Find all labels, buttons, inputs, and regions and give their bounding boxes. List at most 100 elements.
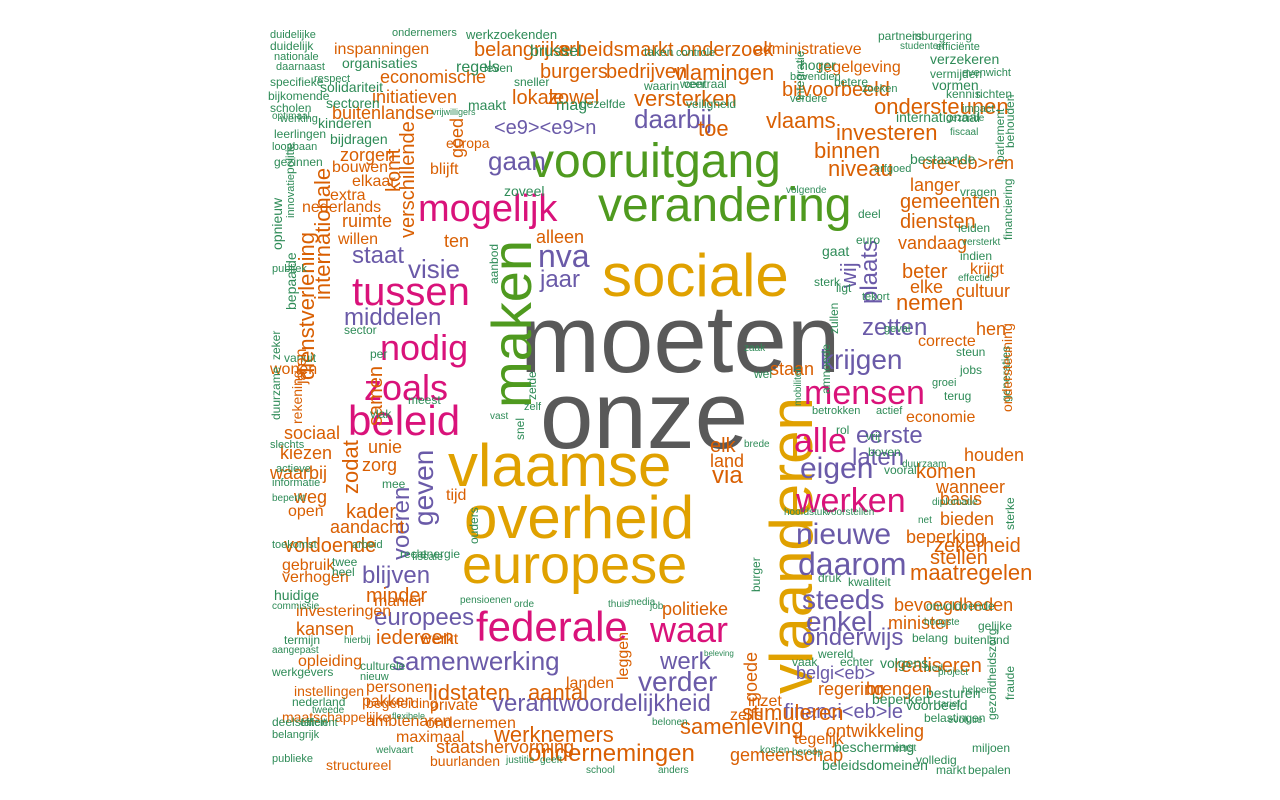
cloud-word: bovendien [790,71,841,83]
cloud-word: bieden [940,509,995,529]
cloud-word: bepaalde [283,252,299,310]
cloud-word: zoals [364,367,449,408]
cloud-word: nederland [292,695,346,709]
cloud-word: werken [796,482,906,520]
cloud-word: komen [916,461,977,483]
cloud-word: opleiding [298,653,363,670]
cloud-word: wereld [818,647,854,661]
cloud-word: belangrijk [272,729,320,741]
cloud-word: gezonde [946,113,985,124]
cloud-word: arbeidsmarkt [558,39,674,61]
cloud-word: kansen [296,619,355,639]
cloud-word: druk [818,571,842,585]
cloud-word: weer [680,77,707,91]
cloud-word: burger [749,557,763,592]
cloud-word: fiscaal [950,127,979,138]
cloud-word: zoeken [862,83,898,95]
cloud-word: pakken [362,693,414,710]
cloud-word: moeten [520,286,841,393]
cloud-word: verhogen [282,569,349,586]
cloud-word: snel [513,417,527,440]
cloud-word: respect [314,73,351,85]
cloud-word: tekort [862,291,890,303]
cloud-word: betrokken [812,405,861,417]
cloud-word: loopbaan [272,141,318,153]
cloud-word: structureel [326,757,392,773]
cloud-word: onvoldoende [926,599,995,613]
cloud-word: ondernemingen [528,740,695,767]
cloud-word: onderwijs [802,624,904,651]
cloud-word: per [370,347,388,361]
cloud-word: helpen [962,685,993,696]
cloud-word: via [712,462,743,489]
cloud-word: project [938,667,969,678]
cloud-word: nederlands [302,199,382,216]
cloud-word: ondernemers [392,27,457,39]
cloud-word: hoogste [924,617,960,628]
cloud-word: diensten [900,211,976,233]
cloud-word: daarbij [634,104,713,134]
cloud-word: toekomst [272,539,317,551]
cloud-word: hoofdstuk [784,507,828,518]
cloud-word: tarief [938,699,961,710]
cloud-word: amnoede [819,343,833,394]
cloud-word: zullen [827,302,841,334]
cloud-word: politieke [662,599,729,619]
cloud-word: zowel [548,87,600,109]
cloud-word: personen [366,679,433,696]
cloud-word: economie [906,409,976,426]
cloud-word: zoveel [504,183,545,199]
cloud-word: inzet [748,693,782,710]
cloud-word: anders [658,765,689,776]
cloud-word: onderzoek [680,39,774,61]
cloud-word: kinderen [318,115,372,131]
cloud-word: erfgoed [874,163,912,175]
cloud-word: mogelijk [418,188,558,230]
cloud-word: duidelijke [270,29,316,41]
cloud-word: behouden [1003,94,1017,148]
cloud-word: mee [382,477,406,491]
cloud-word: belgi<eb> [796,663,876,683]
cloud-word: daarnaast [276,61,325,73]
cloud-word: kiezen [280,443,333,463]
cloud-word: regels [456,59,500,76]
cloud-word: minister [888,613,952,633]
cloud-word: vrijwilligers [432,107,476,117]
cloud-word: zelfs [730,707,763,724]
cloud-word: willen [338,231,379,248]
cloud-word: staatshervorming [436,737,575,757]
cloud-word: werkzoekenden [466,27,558,42]
cloud-word: sterke [1003,497,1017,530]
cloud-word: belangrijke [474,39,571,61]
cloud-word: optimaal [272,111,310,122]
cloud-word: manier [374,593,423,610]
cloud-word: zekerheid [934,535,1021,557]
cloud-word: begeleiding [366,695,438,711]
cloud-word: werknemers [494,722,614,747]
cloud-word: federale [476,603,628,650]
cloud-word: elke [910,277,944,297]
cloud-word: meest [408,393,441,407]
cloud-word: zaak [744,343,766,354]
cloud-word: visie [408,254,461,284]
cloud-word: verzekeren [930,51,1000,67]
cloud-word: opnieuw [269,197,285,250]
cloud-word: kader [346,501,397,523]
cloud-word: echter [840,655,874,669]
cloud-word: vooral [884,463,917,477]
cloud-word: twee [332,555,358,569]
cloud-word: alleen [536,227,585,247]
cloud-word: werk [660,648,711,675]
cloud-word: aangepast [272,645,319,656]
cloud-word: beleid [348,397,461,444]
cloud-word: buitenlandse [332,103,435,123]
cloud-word: langer [910,175,961,195]
cloud-word: ruimte [342,211,393,231]
cloud-word: vlaams [766,108,836,133]
cloud-word: dezelfde [580,97,626,111]
cloud-word: samenleving [680,714,804,739]
cloud-word: wanneer [936,477,1006,497]
cloud-word: media [628,597,656,608]
cloud-word: minder [366,585,428,607]
cloud-word: alle [794,422,847,460]
